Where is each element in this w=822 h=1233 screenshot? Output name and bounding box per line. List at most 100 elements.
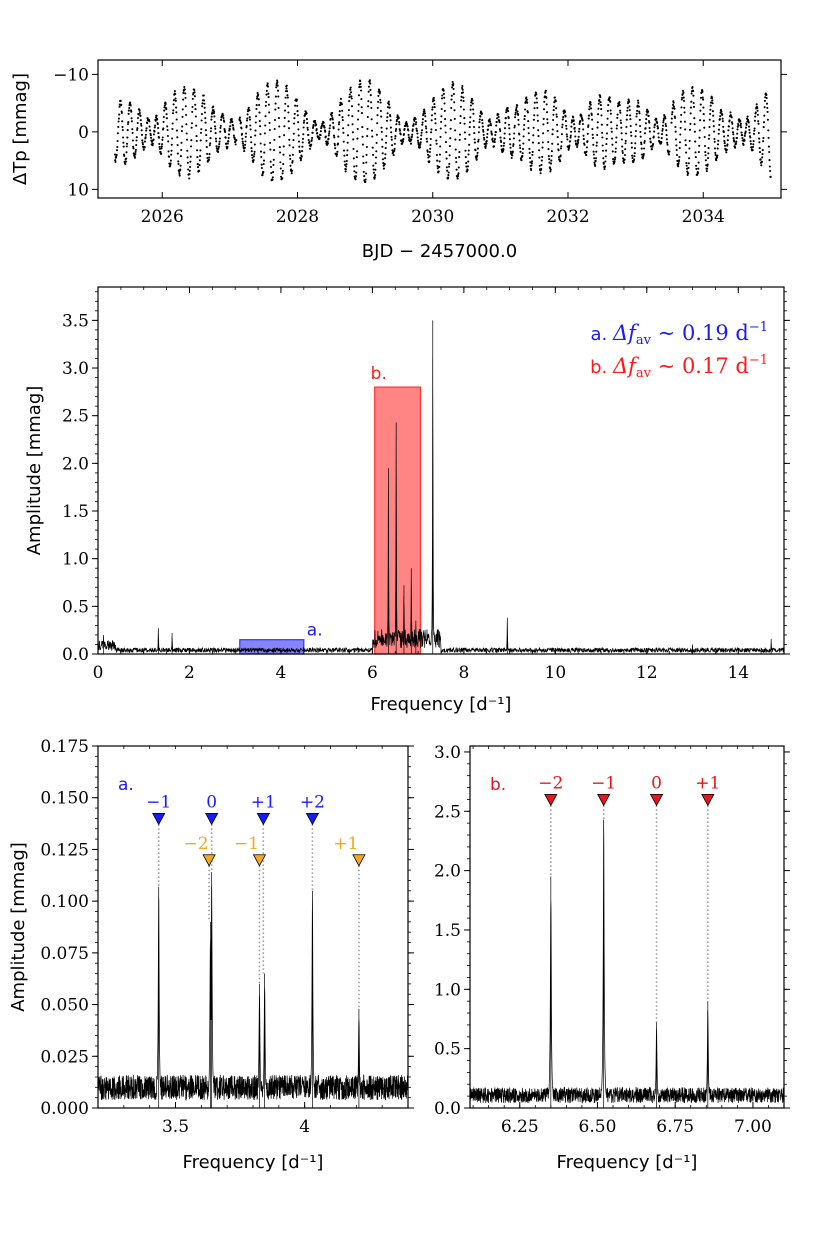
lightcurve-point — [260, 166, 263, 170]
lightcurve-point — [298, 151, 301, 154]
lightcurve-point — [556, 123, 559, 126]
lightcurve-point — [412, 123, 415, 126]
lightcurve-point — [682, 91, 685, 94]
lightcurve-point — [122, 145, 125, 148]
lightcurve-point — [727, 134, 730, 137]
lightcurve-point — [470, 101, 473, 104]
marker-triangle — [252, 854, 267, 867]
lightcurve-point — [761, 156, 764, 159]
lightcurve-point — [467, 153, 470, 156]
lightcurve-point — [371, 135, 374, 138]
lightcurve-point — [612, 158, 615, 161]
lightcurve-point — [205, 134, 208, 137]
lightcurve-point — [588, 108, 591, 111]
lightcurve-point — [481, 122, 484, 125]
lightcurve-point — [175, 129, 179, 132]
lightcurve-point — [159, 151, 162, 154]
lightcurve-point — [186, 149, 189, 152]
lightcurve-point — [208, 153, 211, 156]
lightcurve-point — [630, 134, 633, 137]
lightcurve-point — [160, 147, 163, 150]
lightcurve-point — [562, 116, 565, 119]
lightcurve-point — [498, 128, 501, 131]
lightcurve-point — [219, 130, 222, 133]
lightcurve-point — [424, 125, 427, 128]
lightcurve-point — [291, 161, 294, 164]
lightcurve-point — [196, 156, 199, 159]
lightcurve-point — [356, 137, 359, 140]
lightcurve-point — [551, 128, 554, 131]
lightcurve-point — [143, 146, 146, 149]
lightcurve-point — [136, 128, 139, 132]
lightcurve-point — [758, 151, 762, 154]
lightcurve-point — [206, 152, 209, 155]
lightcurve-point — [345, 165, 348, 168]
lightcurve-point — [718, 123, 721, 126]
lightcurve-point — [439, 135, 442, 138]
lightcurve-point — [758, 141, 761, 144]
lightcurve-point — [621, 151, 624, 154]
lightcurve-point — [535, 93, 538, 96]
lightcurve-point — [732, 133, 735, 136]
lightcurve-point — [567, 148, 570, 151]
lightcurve-point — [276, 89, 280, 92]
lightcurve-point — [138, 111, 141, 115]
lightcurve-point — [454, 138, 457, 141]
lightcurve-point — [704, 159, 707, 162]
lightcurve-point — [342, 131, 345, 134]
lightcurve-point — [162, 120, 165, 123]
y-tick-label: 0.5 — [62, 597, 89, 617]
lightcurve-point — [185, 123, 188, 126]
lightcurve-point — [345, 163, 348, 166]
lightcurve-point — [384, 153, 387, 156]
lightcurve-point — [548, 161, 551, 164]
lightcurve-point — [405, 121, 408, 124]
lightcurve-point — [726, 139, 729, 142]
lightcurve-point — [763, 114, 766, 117]
lightcurve-point — [276, 84, 279, 87]
lightcurve-point — [326, 142, 329, 145]
lightcurve-point — [625, 125, 628, 129]
lightcurve-point — [477, 131, 480, 134]
lightcurve-point — [762, 126, 765, 129]
lightcurve-point — [668, 150, 671, 153]
lightcurve-point — [693, 117, 696, 120]
lightcurve-point — [689, 106, 693, 109]
lightcurve-point — [297, 140, 301, 143]
lightcurve-point — [365, 161, 368, 164]
lightcurve-point — [286, 96, 289, 99]
lightcurve-point — [361, 126, 364, 129]
lightcurve-point — [312, 123, 315, 126]
lightcurve-point — [299, 159, 302, 162]
lightcurve-point — [448, 145, 451, 148]
lightcurve-point — [768, 150, 771, 154]
lightcurve-point — [306, 122, 309, 125]
lightcurve-point — [115, 153, 118, 157]
lightcurve-point — [623, 158, 626, 161]
lightcurve-point — [149, 134, 152, 137]
lightcurve-point — [766, 110, 769, 113]
lightcurve-point — [241, 132, 244, 135]
lightcurve-point — [288, 138, 291, 141]
lightcurve-point — [596, 126, 599, 129]
lightcurve-point — [605, 143, 608, 146]
lightcurve-point — [710, 97, 714, 100]
lightcurve-point — [545, 96, 548, 99]
lightcurve-point — [332, 121, 335, 124]
lightcurve-point — [214, 137, 217, 140]
lightcurve-point — [723, 142, 726, 145]
lightcurve-point — [314, 121, 317, 125]
lightcurve-point — [175, 111, 178, 114]
lightcurve-point — [537, 135, 540, 138]
lightcurve-point — [391, 144, 394, 147]
lightcurve-point — [267, 96, 270, 99]
lightcurve-point — [170, 153, 173, 156]
lightcurve-point — [365, 153, 368, 156]
lightcurve-point — [593, 161, 596, 164]
lightcurve-point — [573, 130, 577, 133]
lightcurve-point — [496, 117, 499, 120]
lightcurve-point — [187, 168, 190, 171]
lightcurve-point — [283, 116, 286, 119]
lightcurve-point — [444, 124, 447, 127]
marker-triangle — [202, 854, 216, 867]
